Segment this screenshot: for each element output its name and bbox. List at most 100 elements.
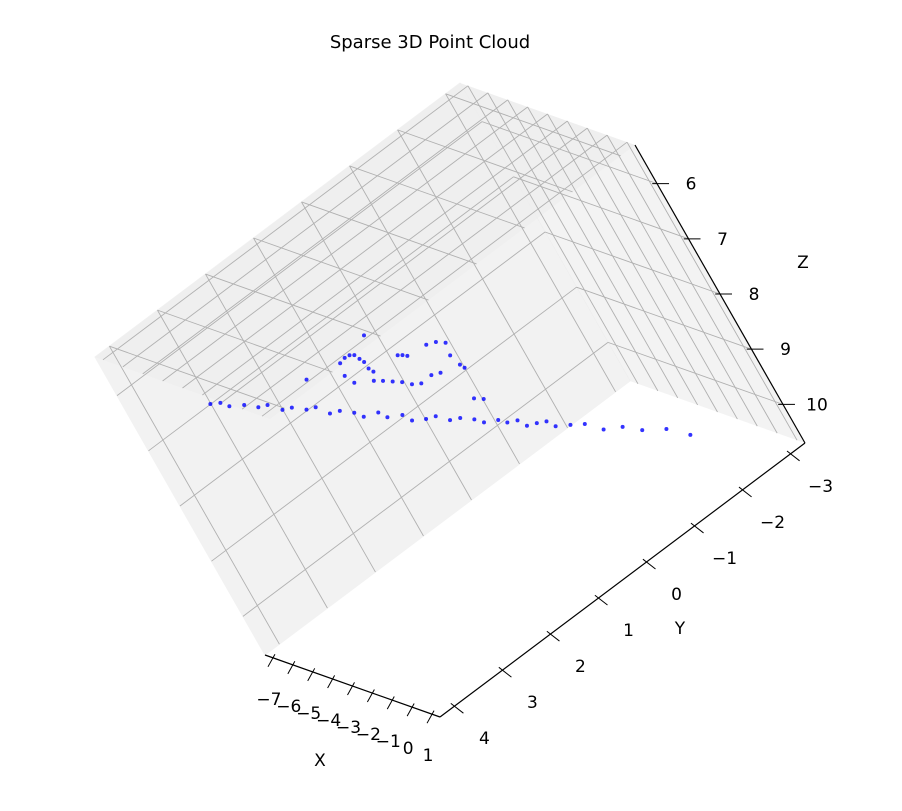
tick-mark xyxy=(287,661,296,675)
point xyxy=(424,342,429,347)
tick-mark xyxy=(406,703,415,717)
grid-line xyxy=(222,127,588,403)
grid-line xyxy=(142,99,508,375)
grid-line xyxy=(122,92,489,368)
point xyxy=(380,378,385,383)
grid-line xyxy=(253,237,429,301)
z-tick-label: 7 xyxy=(717,230,728,250)
grid-line xyxy=(445,93,621,157)
point xyxy=(481,397,486,402)
point xyxy=(438,370,443,375)
grid-line xyxy=(109,345,285,409)
grid-line xyxy=(179,231,546,507)
tick-mark xyxy=(642,558,656,570)
point xyxy=(337,408,342,413)
point xyxy=(280,407,285,412)
y-tick-label: 3 xyxy=(527,693,538,713)
x-tick-label: 1 xyxy=(423,746,434,766)
point xyxy=(208,402,213,407)
point xyxy=(601,427,606,432)
grid-line xyxy=(301,201,477,265)
grid-line xyxy=(261,141,628,417)
point xyxy=(265,402,270,407)
point xyxy=(568,422,573,427)
point xyxy=(515,418,520,423)
point xyxy=(400,380,405,385)
point xyxy=(482,420,487,425)
tick-mark xyxy=(327,675,336,689)
chart-title: Sparse 3D Point Cloud xyxy=(330,32,530,53)
point xyxy=(409,382,414,387)
z-tick-label: 10 xyxy=(806,395,828,415)
grid-line xyxy=(116,121,483,396)
z-tick-label: 6 xyxy=(686,175,697,195)
point xyxy=(352,380,357,385)
point xyxy=(342,355,347,360)
point xyxy=(357,356,362,361)
y-tick-label: −2 xyxy=(760,513,785,533)
point xyxy=(338,361,343,366)
x-axis-label: X xyxy=(314,751,326,771)
point xyxy=(256,405,261,410)
point xyxy=(352,410,357,415)
point xyxy=(361,333,366,338)
point xyxy=(429,373,434,378)
x-tick-label: −2 xyxy=(356,725,381,745)
x-tick-label: −5 xyxy=(296,704,321,724)
x-tick-label: −7 xyxy=(256,690,281,710)
tick-mark xyxy=(347,682,355,696)
point xyxy=(443,340,448,345)
y-tick-label: 1 xyxy=(623,621,634,641)
point xyxy=(400,413,405,418)
grid-line xyxy=(102,85,469,361)
point xyxy=(385,415,390,420)
grid-line xyxy=(481,121,658,185)
point xyxy=(342,373,347,378)
tick-mark xyxy=(738,486,752,498)
point xyxy=(448,418,453,423)
point xyxy=(433,340,438,345)
point xyxy=(304,377,309,382)
grid-line xyxy=(202,120,568,396)
point xyxy=(371,378,376,383)
grid-line xyxy=(211,286,577,562)
point xyxy=(352,353,357,358)
point xyxy=(304,407,309,412)
point xyxy=(524,423,529,428)
grid-line xyxy=(205,273,381,337)
grid-line xyxy=(576,286,752,350)
x-tick-label: 0 xyxy=(403,739,414,759)
tick-mark xyxy=(498,666,512,678)
point xyxy=(395,353,400,358)
point xyxy=(424,416,429,421)
tick-mark xyxy=(307,668,316,682)
point xyxy=(462,365,467,370)
point xyxy=(242,402,247,407)
tick-mark xyxy=(386,696,395,710)
y-tick-label: −1 xyxy=(712,549,737,569)
point xyxy=(419,381,424,386)
point xyxy=(553,424,558,429)
tick-mark xyxy=(366,689,375,703)
y-tick-label: 2 xyxy=(575,657,586,677)
x-tick-label: −4 xyxy=(316,711,341,731)
point xyxy=(505,420,510,425)
grid-line xyxy=(349,165,525,229)
point xyxy=(458,416,463,421)
point xyxy=(457,362,462,367)
tick-mark xyxy=(450,702,464,714)
y-axis xyxy=(439,442,806,718)
tick-mark xyxy=(690,522,704,534)
point xyxy=(400,353,405,358)
grid-line xyxy=(162,106,528,382)
y-tick-label: 0 xyxy=(671,585,682,605)
tick-mark xyxy=(546,630,560,642)
point xyxy=(376,410,381,415)
point xyxy=(390,379,395,384)
z-tick-label: 8 xyxy=(749,285,760,305)
point xyxy=(688,432,693,437)
tick-mark xyxy=(426,710,435,724)
x-tick-label: −3 xyxy=(336,718,361,738)
